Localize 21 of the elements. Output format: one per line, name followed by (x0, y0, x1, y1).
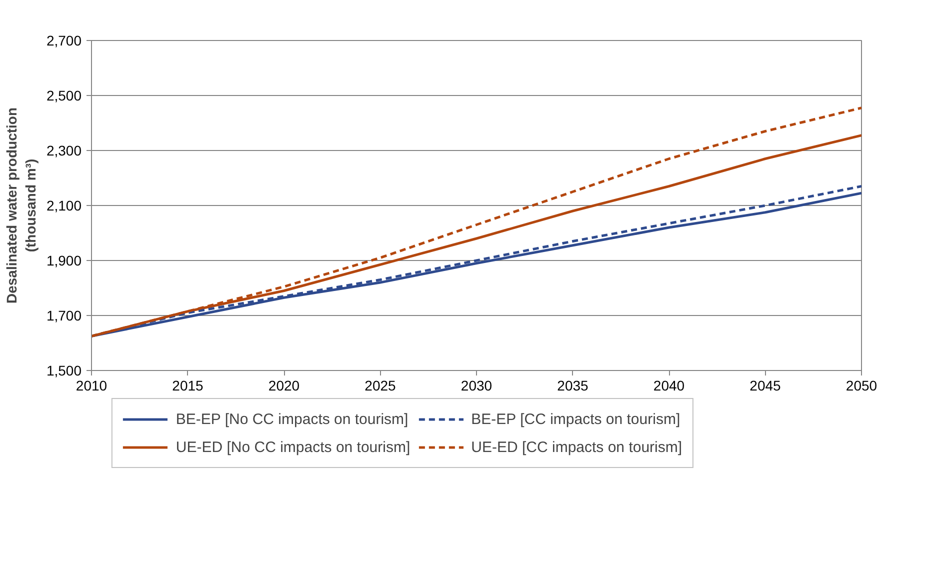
y-tick-label: 2,300 (46, 142, 82, 158)
legend-label: UE-ED [No CC impacts on tourism] (176, 438, 410, 456)
y-tick-label: 2,100 (46, 198, 82, 214)
x-tick-label: 2050 (846, 378, 878, 394)
x-tick-label: 2045 (750, 378, 782, 394)
legend-label: BE-EP [CC impacts on tourism] (471, 410, 680, 428)
y-axis-title: Desalinated water production (thousand m³) (3, 107, 38, 304)
y-tick-label: 1,700 (46, 308, 82, 324)
legend-label: UE-ED [CC impacts on tourism] (471, 438, 682, 456)
y-tick-label: 1,900 (46, 252, 82, 268)
y-tick-label: 2,500 (46, 88, 82, 104)
x-tick-label: 2030 (460, 378, 492, 394)
x-tick-label: 2040 (653, 378, 685, 394)
x-tick-label: 2020 (268, 378, 300, 394)
legend-label: BE-EP [No CC impacts on tourism] (176, 410, 408, 428)
x-tick-label: 2035 (557, 378, 589, 394)
x-tick-label: 2025 (364, 378, 396, 394)
y-tick-label: 1,500 (46, 362, 82, 378)
x-tick-label: 2010 (76, 378, 108, 394)
x-tick-label: 2015 (172, 378, 204, 394)
y-tick-label: 2,700 (46, 32, 82, 48)
